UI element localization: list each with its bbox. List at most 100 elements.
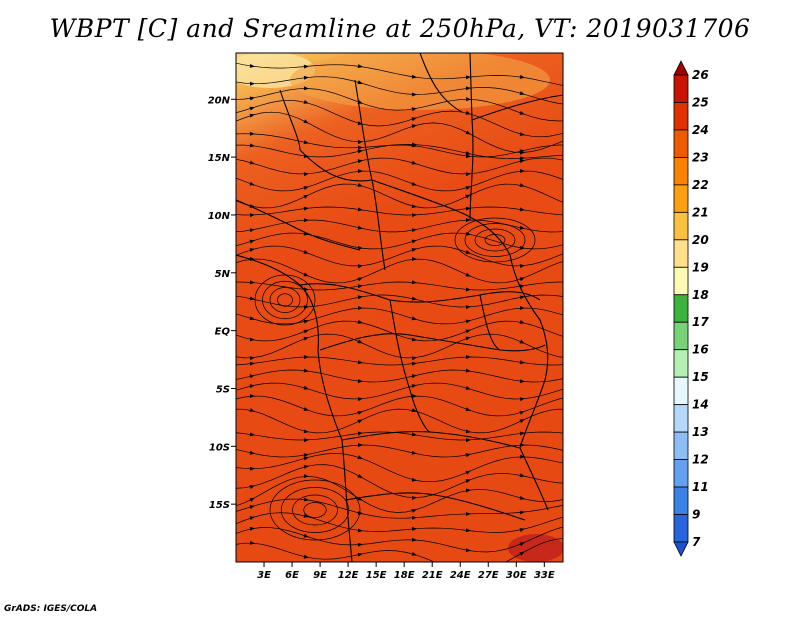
colorbar-swatch <box>673 211 689 241</box>
streamline-arrow <box>357 455 363 459</box>
streamline-arrow <box>411 477 417 482</box>
colorbar-label: 23 <box>692 150 709 164</box>
colorbar-label: 16 <box>692 343 709 357</box>
wbpt-field <box>236 53 563 562</box>
streamline-arrow <box>574 480 580 485</box>
colorbar-label: 9 <box>692 508 700 522</box>
streamline-arrow <box>465 130 471 135</box>
streamline-arrow <box>465 250 471 254</box>
streamline <box>236 88 563 122</box>
vortex-ring <box>262 280 308 320</box>
streamline-arrow <box>249 361 255 366</box>
streamline-arrow <box>357 225 363 230</box>
lat-tick-label: 10S <box>209 442 230 453</box>
streamline-arrow <box>249 181 255 186</box>
streamline-arrow <box>519 410 525 415</box>
streamline <box>236 111 563 153</box>
streamline-arrow <box>574 361 580 366</box>
streamline-arrow <box>411 181 417 186</box>
streamline-arrow <box>465 97 471 102</box>
streamline-arrow <box>574 338 579 343</box>
lon-tick-label: 33E <box>534 570 555 581</box>
streamline-arrow <box>303 249 309 254</box>
streamline-arrow <box>357 207 363 212</box>
streamline <box>236 395 563 417</box>
streamline-arrow <box>411 92 417 97</box>
streamline-arrow <box>357 149 363 154</box>
streamline-arrow <box>519 295 525 300</box>
streamline-arrow <box>411 296 417 301</box>
streamline-arrow <box>249 450 255 455</box>
colorbar-swatch <box>673 129 689 158</box>
streamline-arrow <box>303 497 309 502</box>
streamline-arrow <box>357 473 363 479</box>
map-frame <box>235 52 564 563</box>
lat-tick-label: 15S <box>209 500 230 511</box>
streamline-arrow <box>411 257 417 262</box>
streamline-arrow <box>357 552 363 557</box>
streamline-arrow <box>465 217 471 222</box>
colorbar-label: 14 <box>692 398 709 412</box>
streamline <box>236 281 563 291</box>
streamline-arrow <box>519 74 525 79</box>
streamline-arrow <box>249 316 255 321</box>
streamline-arrow <box>411 143 417 148</box>
streamline-arrow <box>574 537 580 542</box>
lon-tick-label: 27E <box>478 570 499 581</box>
streamline-arrow <box>357 360 363 365</box>
streamline-arrow <box>519 110 525 115</box>
streamline-arrow <box>411 107 417 112</box>
streamline-arrow <box>465 470 471 475</box>
lon-tick-label: 9E <box>313 570 327 581</box>
latitude-axis: 20N 15N 10N 5N EQ 5S 10S 15S <box>208 95 236 511</box>
lon-tick-label: 6E <box>285 570 299 581</box>
streamline-arrow <box>574 117 580 122</box>
streamline-arrow <box>465 154 471 159</box>
streamline <box>236 464 563 499</box>
country-borders <box>236 53 563 562</box>
streamline-arrow <box>519 419 525 424</box>
streamline-arrow <box>519 360 525 365</box>
streamline-arrow <box>357 159 363 164</box>
colorbar-label: 13 <box>692 425 709 439</box>
streamline-arrow <box>411 450 417 455</box>
streamline-arrow <box>574 153 579 157</box>
streamline-arrow <box>574 432 580 437</box>
streamline-arrow <box>357 542 363 547</box>
streamline-arrow <box>574 523 579 527</box>
lat-tick-label: 20N <box>208 95 231 106</box>
streamline-arrow <box>411 432 417 437</box>
streamline-arrow <box>411 515 417 520</box>
streamline-arrow <box>303 513 309 518</box>
lat-tick-label: 10N <box>208 211 231 222</box>
streamline-arrow <box>574 500 580 505</box>
streamline-arrow <box>357 284 363 289</box>
streamline-arrow <box>465 407 471 412</box>
streamline-arrow <box>465 528 471 533</box>
streamline-arrow <box>249 296 255 301</box>
streamline-arrow <box>249 248 255 253</box>
colorbar-swatch <box>673 486 689 515</box>
streamline-arrow <box>357 140 363 145</box>
streamline-arrow <box>249 497 255 502</box>
streamline-arrow <box>303 453 309 458</box>
streamline-arrow <box>574 373 580 378</box>
streamline-arrow <box>465 206 471 211</box>
lon-tick-label: 3E <box>257 570 271 581</box>
streamline-arrow <box>465 511 471 516</box>
streamline-arrow <box>411 117 417 122</box>
streamline-arrow <box>249 540 255 545</box>
streamline-arrow <box>519 551 525 556</box>
streamline <box>236 62 563 86</box>
streamline-arrow <box>465 186 471 190</box>
streamline-arrow <box>249 384 255 389</box>
streamline-arrow <box>411 526 417 531</box>
vortex-ring <box>292 494 338 526</box>
streamline <box>236 206 563 216</box>
streamline-arrow <box>574 408 580 413</box>
streamline-arrow <box>249 516 255 521</box>
streamline-arrow <box>303 172 309 177</box>
streamline-arrow <box>357 80 363 85</box>
streamline-arrow <box>303 354 309 359</box>
streamline-arrow <box>574 126 580 131</box>
